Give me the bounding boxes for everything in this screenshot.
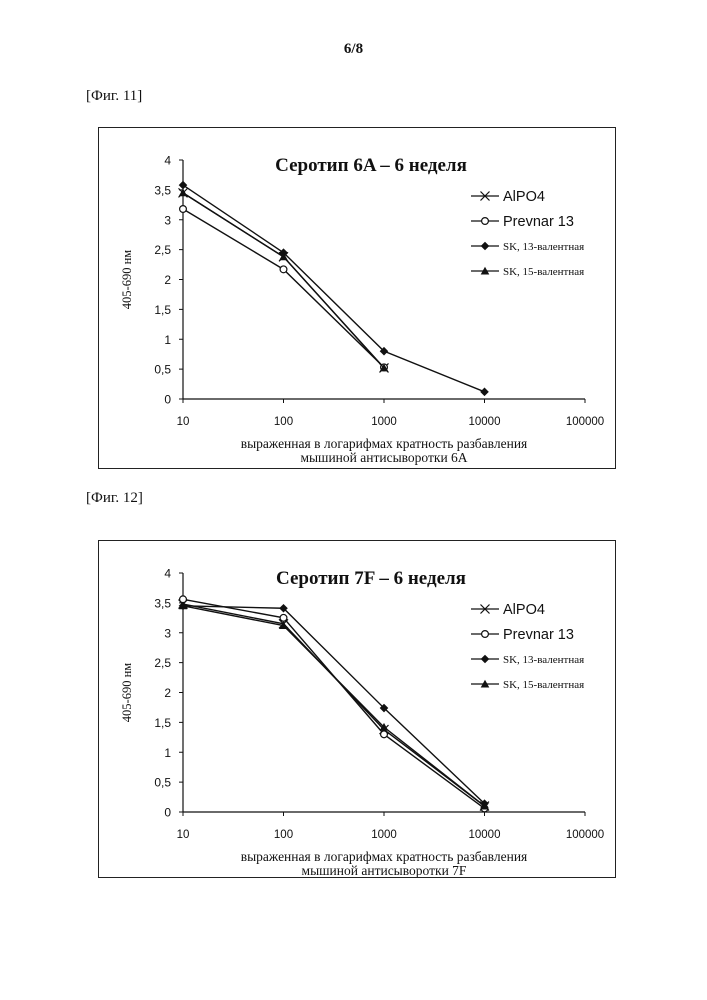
series-line	[182, 605, 485, 807]
chart-title: Серотип 7F – 6 неделя	[276, 568, 466, 589]
y-tick-label: 3,5	[154, 596, 171, 610]
x-tick-label: 100000	[566, 829, 604, 841]
legend-label: SK, 13-валентная	[503, 654, 584, 666]
y-tick-label: 0,5	[154, 776, 171, 790]
data-point	[279, 613, 288, 622]
y-tick-label: 4	[164, 154, 171, 168]
legend-marker	[480, 679, 490, 688]
series-line	[182, 208, 385, 368]
series-line	[182, 598, 485, 809]
y-tick-label: 2,5	[154, 656, 171, 670]
legend-marker	[480, 654, 490, 664]
y-tick-label: 1	[164, 746, 171, 760]
legend-marker	[480, 604, 490, 614]
data-point	[178, 188, 188, 197]
data-point	[178, 601, 188, 610]
legend-label: AlPO4	[503, 189, 545, 205]
y-tick-label: 1,5	[154, 303, 171, 317]
figure-11-label: [Фиг. 11]	[86, 88, 143, 104]
data-point	[480, 801, 489, 810]
y-tick-label: 0	[164, 806, 171, 820]
series-line	[182, 192, 385, 369]
x-axis-label-line2: мышиной антисыворотки 6А	[300, 450, 467, 465]
data-point	[379, 703, 389, 713]
x-axis-label-line1: выраженная в логарифмах кратность разбав…	[241, 436, 528, 451]
chart-7f-svg: Серотип 7F – 6 неделя 0 0,5 1 1,5 2 2,5 3 3,5 4 10…	[120, 567, 604, 878]
y-tick-label: 2	[164, 273, 171, 287]
legend-marker	[481, 216, 490, 225]
chart-serotype-7f: Серотип 7F – 6 неделя 0 0,5 1 1,5 2 2,5 3 3,5 4 10…	[98, 540, 616, 878]
series-line	[182, 184, 485, 393]
x-tick-label: 10	[177, 416, 190, 428]
x-axis-label-line1: выраженная в логарифмах кратность разбав…	[241, 849, 528, 864]
legend-marker	[480, 191, 490, 201]
y-tick-label: 1	[164, 333, 171, 347]
legend-label: Prevnar 13	[503, 627, 574, 643]
y-tick-label: 4	[164, 567, 171, 581]
data-point	[379, 346, 389, 356]
data-point	[380, 730, 389, 739]
legend-marker	[481, 629, 490, 638]
y-tick-label: 2,5	[154, 243, 171, 257]
y-tick-label: 1,5	[154, 716, 171, 730]
legend-marker	[480, 241, 490, 251]
x-tick-label: 100000	[566, 416, 604, 428]
x-axis-label-line2: мышиной антисыворотки 7F	[302, 863, 467, 877]
x-tick-label: 10000	[469, 416, 501, 428]
chart-serotype-6a: Серотип 6A – 6 неделя 0 0,5 1 1,5 2 2,5 3 3,5 4 10…	[98, 127, 616, 469]
chart-6a-svg: Серотип 6A – 6 неделя 0 0,5 1 1,5 2 2,5 3 3,5 4 10…	[120, 154, 604, 466]
data-point	[480, 387, 489, 397]
legend-label: SK, 15-валентная	[503, 679, 584, 691]
chart-title: Серотип 6A – 6 неделя	[275, 155, 467, 176]
y-tick-label: 2	[164, 686, 171, 700]
legend-label: SK, 13-валентная	[503, 241, 584, 253]
data-point	[178, 180, 188, 190]
x-tick-label: 10	[177, 829, 190, 841]
y-axis-label: 405-690 нм	[120, 250, 134, 309]
y-tick-label: 3	[164, 213, 171, 227]
data-point	[279, 621, 288, 630]
y-tick-label: 0,5	[154, 363, 171, 377]
page-number: 6/8	[343, 41, 364, 57]
legend-marker	[480, 266, 490, 275]
data-point	[279, 265, 288, 274]
figure-12-label: [Фиг. 12]	[86, 490, 143, 506]
y-tick-label: 3,5	[154, 183, 171, 197]
y-axis-label: 405-690 нм	[120, 663, 134, 722]
x-tick-label: 1000	[371, 829, 397, 841]
y-tick-label: 0	[164, 393, 171, 407]
x-tick-label: 100	[274, 416, 293, 428]
data-point	[279, 252, 288, 261]
x-tick-label: 10000	[469, 829, 501, 841]
x-tick-label: 1000	[371, 416, 397, 428]
legend-label: SK, 15-валентная	[503, 266, 584, 278]
series-line	[182, 605, 485, 805]
data-point	[279, 603, 288, 613]
legend-label: AlPO4	[503, 602, 545, 618]
data-point	[379, 722, 389, 731]
data-point	[178, 204, 187, 213]
series-line	[182, 192, 385, 369]
data-point	[379, 363, 389, 372]
y-tick-label: 3	[164, 626, 171, 640]
x-tick-label: 100	[274, 829, 293, 841]
legend-label: Prevnar 13	[503, 214, 574, 230]
